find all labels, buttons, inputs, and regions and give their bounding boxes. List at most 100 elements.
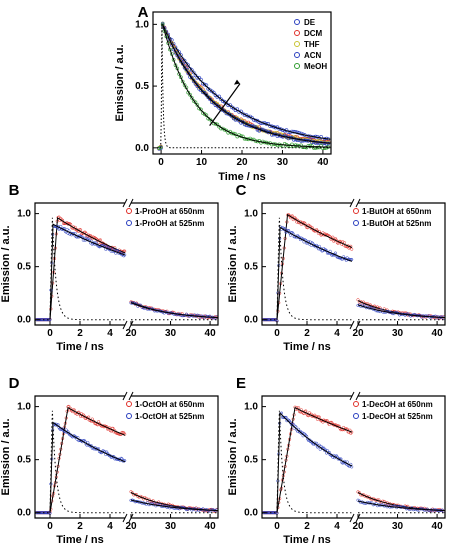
fit-line-series-0 (276, 407, 353, 513)
data-point-de (219, 97, 223, 101)
legend-marker-acn (294, 52, 300, 58)
data-point-series-0 (350, 430, 354, 434)
data-point-de (179, 53, 183, 57)
plot-frame-right (358, 202, 446, 326)
legend-label: 1-DecOH at 650nm (362, 400, 433, 409)
axis-break-mark (349, 391, 355, 401)
x-tick-label: 30 (165, 521, 177, 532)
data-point-meoh (179, 75, 183, 79)
data-point-acn (182, 66, 187, 70)
data-point-de (286, 130, 291, 134)
x-tick-label: 4 (334, 328, 340, 339)
fit-line-series-1 (276, 226, 353, 320)
data-point-acn (215, 104, 220, 108)
x-tick-label: 4 (107, 328, 113, 339)
data-point-acn (222, 109, 227, 114)
fit-line-series-1 (130, 499, 219, 512)
x-tick-label: 40 (317, 157, 329, 168)
fit-line-de (162, 24, 331, 140)
x-axis-title: Time / ns (218, 171, 265, 183)
panel-letter-a: A (138, 4, 149, 21)
data-point-meoh (190, 96, 194, 100)
legend-label: ACN (304, 51, 322, 60)
legend-label: 1-DecOH at 525nm (362, 412, 433, 421)
x-axis-title: Time / ns (283, 534, 330, 546)
fit-line-series-1 (276, 411, 353, 513)
data-point-series-1 (315, 245, 320, 249)
data-point-acn (230, 114, 234, 119)
axis-break-mark (122, 320, 128, 330)
legend-marker (353, 401, 359, 407)
x-tick-label: 40 (432, 328, 444, 339)
fit-line-series-0 (276, 213, 353, 320)
axis-break-mark (122, 198, 128, 208)
fit-line-series-0 (49, 217, 126, 320)
legend-label: 1-ProOH at 650nm (135, 207, 204, 216)
data-point-meoh (159, 145, 163, 149)
x-tick-label: 10 (196, 157, 208, 168)
y-tick-label: 0.5 (244, 262, 258, 273)
trend-arrow (209, 83, 241, 126)
irf-trace (262, 217, 352, 321)
data-point-series-1 (285, 229, 289, 233)
x-tick-label: 40 (205, 328, 217, 339)
x-tick-label: 0 (47, 521, 53, 532)
legend-marker (353, 208, 359, 214)
data-point-acn (317, 141, 322, 145)
irf-trace (35, 410, 125, 514)
data-point-acn (208, 97, 212, 102)
plot-frame-right (131, 202, 219, 326)
trend-arrow-head (233, 79, 240, 85)
fit-line-series-1 (49, 421, 126, 513)
data-point-series-1 (46, 511, 50, 515)
y-tick-label: 1.0 (244, 209, 258, 220)
data-point-meoh (208, 117, 212, 122)
fit-line-meoh (162, 24, 331, 148)
legend-marker-thf (294, 41, 300, 47)
data-point-de (291, 129, 296, 134)
data-point-de (297, 131, 302, 135)
legend-marker (353, 413, 359, 419)
data-point-acn (191, 79, 196, 84)
data-point-series-1 (391, 312, 395, 316)
axis-break-mark (349, 320, 355, 330)
x-tick-label: 20 (352, 328, 364, 339)
data-point-de (190, 68, 194, 72)
y-tick-label: 0.0 (17, 508, 31, 519)
legend-label: DE (304, 18, 316, 27)
data-point-de (186, 63, 190, 67)
data-point-meoh (293, 143, 298, 147)
y-axis-title: Emission / a.u. (114, 44, 126, 121)
data-point-acn (195, 84, 200, 88)
data-point-meoh (188, 92, 192, 97)
irf-trace (262, 410, 352, 514)
y-tick-label: 0.5 (17, 455, 31, 466)
data-point-meoh (302, 145, 307, 149)
x-tick-label: 20 (236, 157, 248, 168)
legend-marker-dcm (294, 30, 300, 36)
x-tick-label: 0 (47, 328, 53, 339)
data-point-meoh (195, 103, 200, 107)
x-tick-label: 30 (277, 157, 289, 168)
panel-letter: E (236, 375, 246, 392)
data-point-acn (286, 136, 291, 141)
panel-letter: C (236, 182, 247, 199)
data-point-meoh (279, 143, 283, 148)
data-point-series-1 (212, 316, 216, 320)
data-point-de (191, 70, 196, 75)
y-axis-title: Emission / a.u. (227, 418, 239, 495)
irf-trace (35, 217, 125, 321)
x-tick-label: 2 (77, 521, 83, 532)
data-point-acn (324, 142, 329, 146)
data-point-acn (235, 117, 240, 122)
legend-marker (353, 220, 359, 226)
data-point-acn (175, 53, 180, 58)
data-point-series-1 (282, 415, 286, 420)
data-point-acn (186, 71, 190, 76)
data-point-acn (211, 101, 216, 105)
fit-line-series-0 (49, 406, 126, 513)
legend-label: 1-ButOH at 650nm (362, 207, 431, 216)
data-point-series-1 (273, 511, 277, 515)
fit-line-series-1 (357, 500, 446, 512)
x-tick-label: 0 (274, 521, 280, 532)
